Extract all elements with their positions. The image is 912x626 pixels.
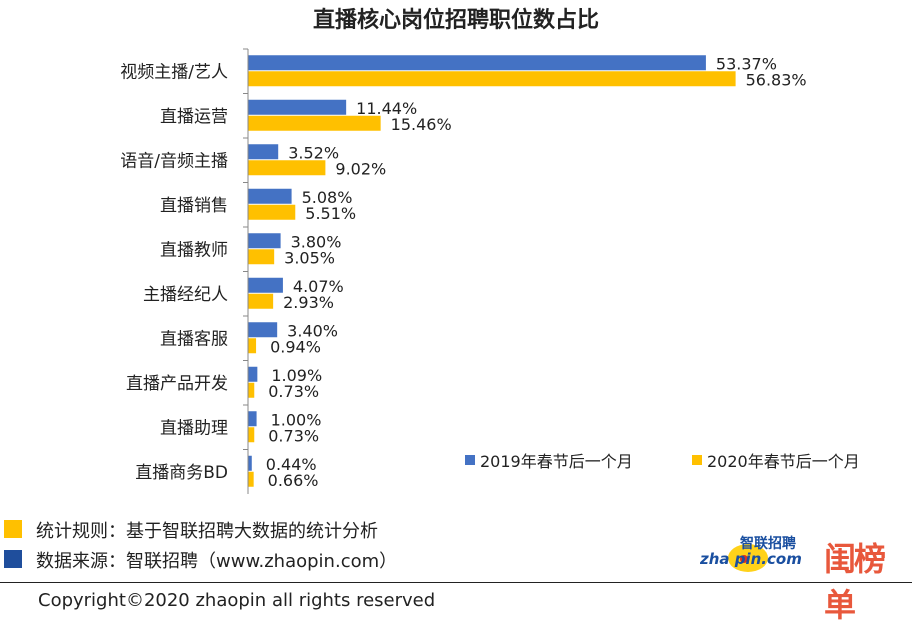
bar-2020: [248, 427, 255, 443]
bar-2019: [248, 233, 281, 249]
bar-2020: [248, 115, 381, 131]
bar-2019: [248, 277, 283, 293]
data-label: 5.08%: [302, 188, 353, 207]
svg-text:zha pin.com: zha pin.com: [700, 550, 802, 568]
category-label: 直播助理: [160, 418, 228, 438]
category-label: 直播教师: [160, 240, 228, 260]
note-marker-yellow: [4, 520, 22, 538]
bar-2019: [248, 366, 258, 382]
category-label: 语音/音频主播: [120, 151, 228, 171]
data-label: 15.46%: [391, 115, 452, 134]
bar-2019: [248, 411, 257, 427]
category-label: 直播运营: [160, 107, 228, 127]
category-label: 直播商务BD: [135, 463, 228, 483]
data-label: 56.83%: [746, 70, 807, 89]
category-label: 直播销售: [160, 196, 228, 216]
data-label: 3.40%: [287, 321, 338, 340]
data-label: 0.94%: [270, 337, 321, 356]
bar-2020: [248, 293, 274, 309]
category-label: 主播经纪人: [143, 285, 228, 305]
bar-2019: [248, 99, 347, 115]
chart-title: 直播核心岗位招聘职位数占比: [312, 8, 599, 33]
legend-marker: [465, 455, 475, 465]
bar-2020: [248, 160, 326, 176]
data-label: 2.93%: [283, 293, 334, 312]
data-label: 3.80%: [291, 232, 342, 251]
bar-2020: [248, 71, 736, 87]
bar-2019: [248, 322, 278, 338]
data-label: 0.73%: [268, 426, 319, 445]
data-label: 3.52%: [288, 143, 339, 162]
category-label: 视频主播/艺人: [120, 62, 228, 82]
data-source-note: 数据来源：智联招聘（www.zhaopin.com）: [36, 551, 398, 572]
bar-2019: [248, 188, 292, 204]
bar-2020: [248, 204, 296, 220]
divider: [0, 582, 912, 583]
data-label: 4.07%: [293, 277, 344, 296]
bar-2019: [248, 455, 252, 471]
data-label: 0.66%: [268, 471, 319, 490]
note-marker-blue: [4, 550, 22, 568]
data-label: 1.00%: [271, 410, 322, 429]
data-label: 9.02%: [335, 159, 386, 178]
svg-text:智联招聘: 智联招聘: [739, 535, 796, 552]
bar-2019: [248, 55, 706, 71]
data-label: 3.05%: [284, 248, 335, 267]
category-label: 直播客服: [160, 329, 228, 349]
data-label: 5.51%: [305, 204, 356, 223]
bar-chart: 视频主播/艺人 53.37%56.83% 直播运营 11.44%15.46% 语音/音频…: [120, 48, 860, 494]
bar-2020: [248, 338, 257, 354]
bar-2019: [248, 144, 279, 160]
data-label: 0.73%: [268, 382, 319, 401]
legend-label: 2020年春节后一个月: [707, 452, 860, 471]
bar-2020: [248, 382, 255, 398]
category-label: 直播产品开发: [126, 374, 228, 394]
data-label: 11.44%: [356, 99, 417, 118]
second-logo: 闺榜单: [824, 540, 886, 624]
zhaopin-logo: 智联招聘 zha pin.com: [700, 535, 802, 572]
legend-label: 2019年春节后一个月: [480, 452, 633, 471]
bar-2020: [248, 471, 254, 487]
data-label: 1.09%: [271, 366, 322, 385]
bar-2020: [248, 249, 275, 265]
copyright: Copyright©2020 zhaopin all rights reserv…: [38, 590, 436, 611]
data-label: 0.44%: [266, 455, 317, 474]
legend-marker: [692, 455, 702, 465]
data-label: 53.37%: [716, 54, 777, 73]
stat-rule-note: 统计规则：基于智联招聘大数据的统计分析: [36, 521, 378, 542]
